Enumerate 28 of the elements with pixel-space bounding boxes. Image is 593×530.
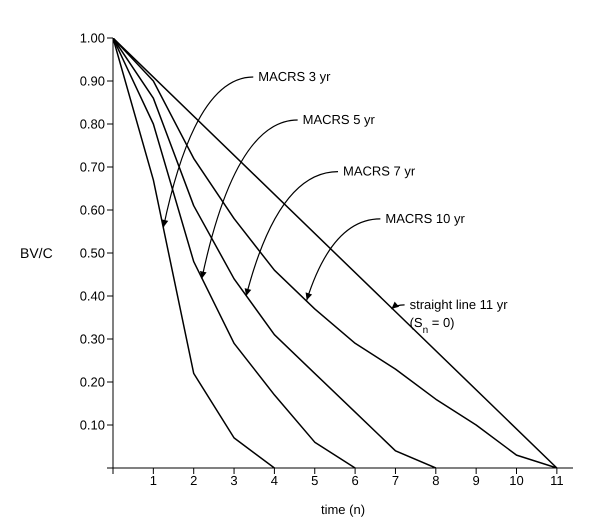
y-tick-label: 0.90	[80, 74, 105, 89]
y-tick-label: 1.00	[80, 30, 105, 46]
x-tick-label: 8	[432, 473, 440, 488]
annotation: MACRS 5 yr	[302, 112, 376, 127]
y-tick-label: 0.20	[80, 374, 105, 390]
x-tick-label: 2	[190, 473, 198, 488]
x-tick-label: 6	[351, 473, 359, 488]
x-tick-label: 10	[509, 473, 524, 488]
y-tick-label: 0.30	[80, 332, 105, 347]
annotation: MACRS 7 yr	[343, 164, 416, 179]
x-tick-label: 9	[472, 473, 480, 488]
x-tick-label: 5	[311, 473, 318, 488]
x-tick-label: 7	[392, 473, 400, 488]
x-tick-label: 3	[230, 473, 238, 488]
y-axis-title: BV/C	[20, 245, 53, 261]
y-tick-label: 0.50	[80, 246, 105, 261]
y-tick-label: 0.60	[80, 202, 105, 218]
x-tick-label: 11	[550, 473, 564, 488]
y-tick-label: 0.10	[80, 418, 105, 433]
annotation: MACRS 10 yr	[385, 210, 466, 226]
y-tick-label: 0.70	[80, 160, 105, 175]
annotation: MACRS 3 yr	[258, 69, 332, 84]
x-tick-label: 4	[270, 473, 278, 488]
y-tick-label: 0.80	[80, 116, 105, 132]
x-tick-label: 1	[150, 473, 157, 488]
y-tick-label: 0.40	[80, 288, 105, 304]
annotation: straight line 11 yr	[410, 296, 508, 312]
x-axis-title: time (n)	[320, 502, 366, 517]
